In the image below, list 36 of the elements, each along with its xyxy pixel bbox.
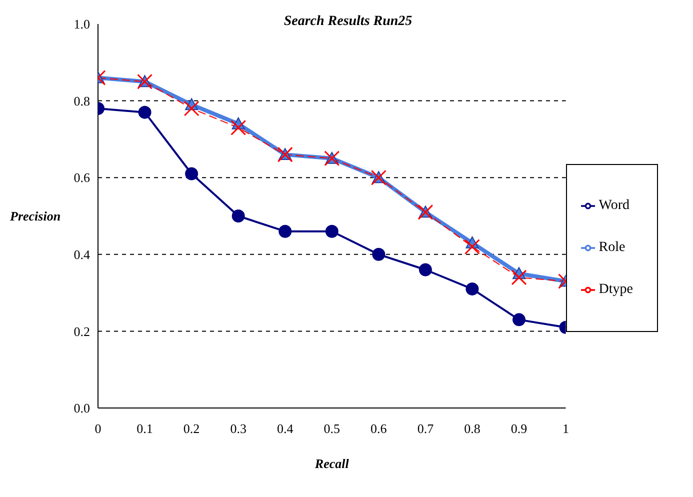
y-tick-label: 0.8 [74,93,90,108]
x-tick-label: 1 [562,421,570,436]
legend-label: Word [598,198,630,213]
point [325,224,338,238]
x-tick-label: 0.8 [464,421,480,436]
legend-label: Dtype [598,282,633,297]
x-tick-label: 0 [94,421,102,436]
x-tick-label: 0.9 [510,421,528,436]
point [512,313,526,326]
x-tick-label: 0.5 [324,421,340,436]
point [232,210,245,222]
legend-label: Role [598,240,626,255]
y-tick-label: 1.0 [74,16,90,32]
point [464,238,480,254]
y-tick-label: 0.2 [74,324,90,339]
y-tick-label: 0.6 [74,170,90,186]
x-tick-label: 0.1 [136,421,153,436]
point [230,120,246,136]
point [278,224,292,238]
x-tick-label: 0.7 [417,421,434,436]
point [184,100,200,116]
point [138,106,152,119]
x-axis-title: Recall [314,456,350,471]
x-tick-label: 0.3 [230,421,246,436]
x-tick-label: 0.2 [183,421,200,436]
chart-title: Search Results Run25 [282,14,414,30]
x-tick-label: 0.4 [276,421,294,436]
x-tick-label: 0.6 [370,421,388,436]
y-axis-title: Precision [10,208,61,224]
point [511,270,527,286]
point [185,167,198,180]
point [418,263,432,276]
point [372,248,386,261]
y-tick-label: 0.0 [74,400,90,416]
y-tick-label: 0.4 [74,247,90,262]
point [466,282,479,296]
